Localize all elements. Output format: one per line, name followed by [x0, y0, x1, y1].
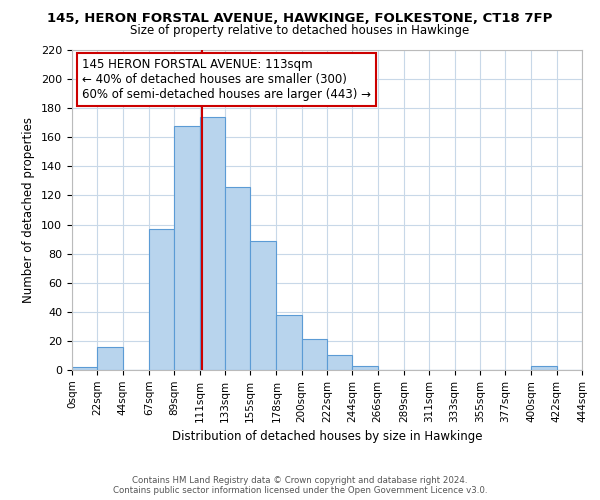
Bar [250, 240, 277, 370]
Text: Contains HM Land Registry data © Crown copyright and database right 2024.
Contai: Contains HM Land Registry data © Crown c… [113, 476, 487, 495]
X-axis label: Distribution of detached houses by size in Hawkinge: Distribution of detached houses by size … [172, 430, 482, 443]
Bar [199, 117, 225, 370]
Bar [352, 366, 377, 370]
Bar [225, 186, 250, 370]
Text: 145 HERON FORSTAL AVENUE: 113sqm
← 40% of detached houses are smaller (300)
60% : 145 HERON FORSTAL AVENUE: 113sqm ← 40% o… [82, 58, 371, 101]
Bar [302, 340, 327, 370]
Text: Size of property relative to detached houses in Hawkinge: Size of property relative to detached ho… [130, 24, 470, 37]
Bar [72, 367, 97, 370]
Bar [277, 314, 302, 370]
Bar [532, 366, 557, 370]
Bar [97, 346, 122, 370]
Bar [174, 126, 199, 370]
Y-axis label: Number of detached properties: Number of detached properties [22, 117, 35, 303]
Text: 145, HERON FORSTAL AVENUE, HAWKINGE, FOLKESTONE, CT18 7FP: 145, HERON FORSTAL AVENUE, HAWKINGE, FOL… [47, 12, 553, 26]
Bar [149, 229, 174, 370]
Bar [327, 356, 352, 370]
